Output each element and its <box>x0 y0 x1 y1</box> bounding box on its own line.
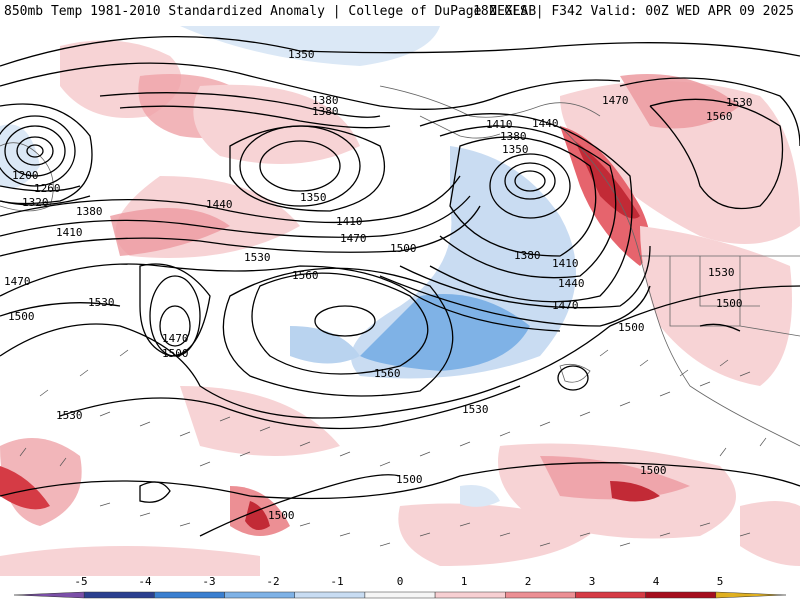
header-bar: 850mb Temp 1981-2010 Standardized Anomal… <box>0 0 800 26</box>
title-left: 850mb Temp 1981-2010 Standardized Anomal… <box>4 4 537 19</box>
contour-label: 1320 <box>22 196 49 209</box>
colorbar-tick-label: -1 <box>330 575 343 588</box>
anomaly-map: 1350 1380 1380 1470 1530 1560 1200 1260 … <box>0 26 800 576</box>
contour-label: 1500 <box>8 310 35 323</box>
contour-label: 1350 <box>288 48 315 61</box>
contour-label: 1560 <box>374 367 401 380</box>
colorbar-band <box>154 591 225 599</box>
contour-label: 1470 <box>4 275 31 288</box>
height-contours <box>0 35 800 537</box>
wind-barbs <box>19 349 767 547</box>
colorbar-tick-label: 2 <box>525 575 532 588</box>
colorbar-tick-labels: -5 -4 -3 -2 -1 0 1 2 3 4 5 <box>74 575 723 588</box>
contour-label: 1500 <box>618 321 645 334</box>
contour-label: 1530 <box>708 266 735 279</box>
contour-label: 1380 <box>312 105 339 118</box>
colorbar-tick-label: 0 <box>397 575 404 588</box>
colorbar-tick-label: -3 <box>202 575 215 588</box>
colorbar-band <box>364 591 436 599</box>
contour-label: 1500 <box>716 297 743 310</box>
contour-label: 1470 <box>602 94 629 107</box>
colorbar: -5 -4 -3 -2 -1 0 1 2 3 4 5 <box>13 575 787 599</box>
contour-label: 1410 <box>552 257 579 270</box>
contour-label: 1440 <box>558 277 585 290</box>
contour-label: 1380 <box>312 94 339 107</box>
colorbar-tick-label: 1 <box>461 575 468 588</box>
contour-label: 1380 <box>500 130 527 143</box>
colorbar-band <box>434 591 506 599</box>
contour-label-group: 1350 1380 1380 1470 1530 1560 1200 1260 … <box>4 48 753 522</box>
colorbar-tick-label: 3 <box>589 575 596 588</box>
contour-label: 1380 <box>76 205 103 218</box>
contour-label: 1470 <box>162 332 189 345</box>
contour-label: 1410 <box>56 226 83 239</box>
contour-label: 1500 <box>396 473 423 486</box>
colorbar-bands <box>13 591 787 599</box>
contour-label: 1410 <box>486 118 513 131</box>
contour-label: 1530 <box>88 296 115 309</box>
contour-label: 1380 <box>514 249 541 262</box>
contour-label: 1440 <box>206 198 233 211</box>
anomaly-shading <box>0 26 800 576</box>
colorbar-tick-label: -5 <box>74 575 87 588</box>
colorbar-band <box>83 591 155 599</box>
colorbar-band <box>13 591 85 599</box>
contour-label: 1500 <box>268 509 295 522</box>
colorbar-band <box>294 591 366 599</box>
contour-label: 1500 <box>162 347 189 360</box>
contour-label: 1470 <box>340 232 367 245</box>
contour-label: 1350 <box>300 191 327 204</box>
colorbar-band <box>715 591 787 599</box>
contour-label: 1260 <box>34 182 61 195</box>
contour-label: 1500 <box>390 242 417 255</box>
colorbar-band <box>224 591 295 599</box>
colorbar-band <box>645 591 717 599</box>
colorbar-band <box>575 591 646 599</box>
colorbar-tick-label: -2 <box>266 575 279 588</box>
contour-label: 1500 <box>640 464 667 477</box>
contour-label: 1200 <box>12 169 39 182</box>
contour-label: 1560 <box>292 269 319 282</box>
colorbar-tick-label: 5 <box>717 575 724 588</box>
colorbar-band <box>505 591 576 599</box>
contour-label: 1440 <box>532 117 559 130</box>
colorbar-tick-label: -4 <box>138 575 152 588</box>
contour-label: 1530 <box>726 96 753 109</box>
contour-label: 1530 <box>56 409 83 422</box>
contour-label: 1530 <box>244 251 271 264</box>
colorbar-tick-label: 4 <box>653 575 660 588</box>
contour-label: 1560 <box>706 110 733 123</box>
contour-label: 1410 <box>336 215 363 228</box>
contour-label: 1470 <box>552 299 579 312</box>
contour-label: 1530 <box>462 403 489 416</box>
title-right: 18Z GFS | F342 Valid: 00Z WED APR 09 202… <box>473 4 794 19</box>
contour-label: 1350 <box>502 143 529 156</box>
